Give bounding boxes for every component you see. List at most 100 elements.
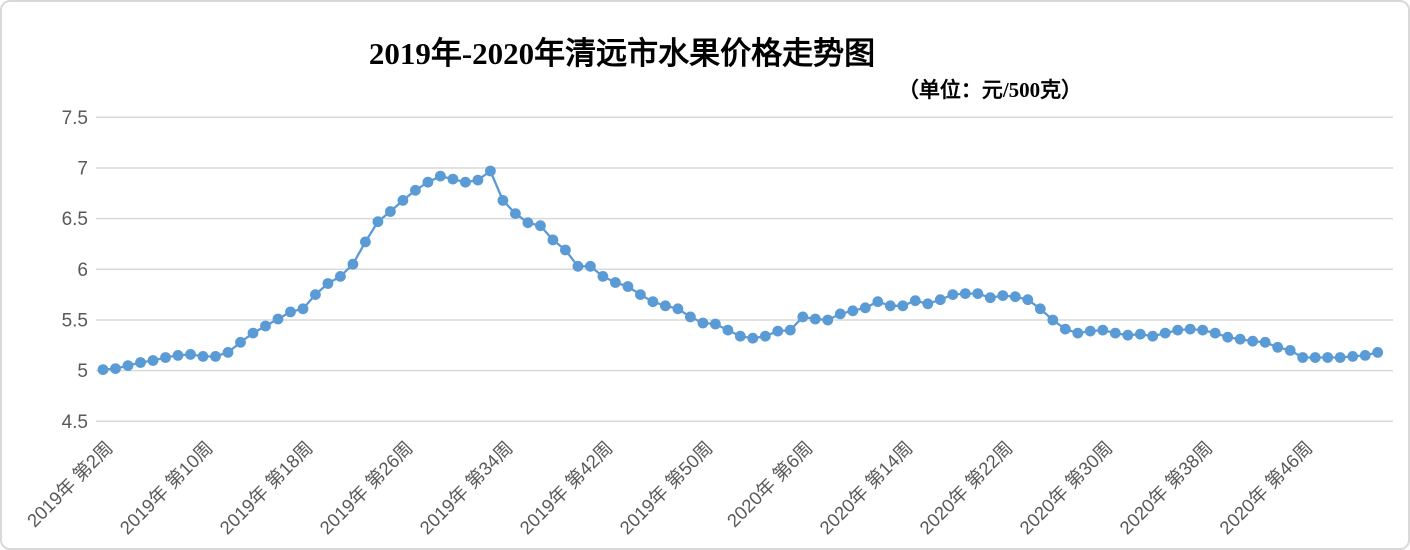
data-point-marker [97, 364, 109, 375]
data-point-marker [1209, 327, 1221, 339]
x-axis-tick-label: 2020年 第22周 [915, 437, 1016, 538]
x-axis-tick-label: 2019年 第2周 [23, 437, 117, 531]
y-axis-tick-label: 5 [77, 361, 88, 382]
x-axis-tick-label: 2019年 第50周 [615, 437, 716, 538]
data-point-marker [1072, 327, 1084, 339]
data-point-marker [260, 320, 271, 332]
data-point-marker [734, 330, 746, 342]
data-point-marker [1109, 327, 1121, 339]
data-point-marker [1022, 294, 1034, 306]
data-point-marker [859, 302, 871, 314]
data-point-marker [959, 288, 971, 299]
data-point-marker [272, 313, 284, 325]
x-axis-tick-label: 2019年 第10周 [115, 437, 216, 538]
data-point-marker [522, 217, 534, 229]
x-axis-tick-label: 2019年 第18周 [215, 437, 316, 538]
data-point-marker [747, 332, 759, 344]
data-point-marker [1159, 327, 1171, 339]
data-point-marker [834, 308, 846, 320]
data-point-marker [1284, 345, 1296, 356]
data-point-marker [710, 318, 721, 330]
data-point-marker [722, 324, 734, 336]
data-point-marker [435, 170, 446, 182]
data-point-marker [822, 314, 834, 326]
data-point-marker [135, 357, 146, 368]
data-point-marker [622, 281, 634, 292]
data-point-marker [347, 258, 359, 270]
data-point-marker [385, 206, 396, 217]
data-point-marker [672, 303, 684, 315]
data-point-marker [210, 351, 221, 362]
data-point-marker [285, 306, 296, 318]
data-point-marker [160, 352, 171, 363]
data-point-marker [397, 195, 409, 206]
data-point-marker [1047, 314, 1059, 326]
data-point-marker [1259, 336, 1271, 348]
data-point-marker [185, 349, 196, 360]
data-point-marker [485, 165, 496, 177]
data-point-marker [897, 300, 909, 312]
data-point-marker [997, 290, 1009, 301]
data-point-marker [1134, 328, 1146, 340]
data-point-marker [297, 303, 309, 315]
data-point-marker [110, 363, 121, 374]
data-point-marker [934, 294, 946, 306]
data-point-marker [1309, 352, 1321, 363]
data-point-marker [1084, 325, 1096, 337]
data-point-marker [660, 300, 671, 312]
data-point-marker [247, 327, 259, 339]
data-point-marker [235, 336, 246, 348]
data-point-marker [510, 208, 521, 220]
data-point-marker [1122, 329, 1134, 341]
data-point-marker [1059, 323, 1071, 335]
data-point-marker [585, 260, 596, 272]
data-point-marker [647, 296, 659, 308]
data-point-marker [497, 195, 509, 206]
data-point-marker [472, 174, 484, 186]
y-axis-tick-label: 7 [77, 158, 88, 179]
data-point-marker [322, 278, 334, 289]
data-point-marker [759, 330, 771, 342]
data-point-marker [872, 296, 884, 308]
data-point-marker [1372, 347, 1384, 358]
data-point-marker [1347, 351, 1359, 362]
data-point-marker [1272, 341, 1284, 353]
x-axis-tick-label: 2020年 第46周 [1215, 437, 1316, 538]
chart-subtitle: （单位：元/500克） [897, 78, 1083, 102]
data-point-marker [547, 234, 559, 246]
data-point-marker [797, 311, 809, 323]
x-axis-tick-label: 2019年 第34周 [415, 437, 516, 538]
data-point-marker [909, 295, 921, 307]
data-point-marker [1197, 324, 1209, 336]
chart-title: 2019年-2020年清远市水果价格走势图 [368, 36, 876, 71]
data-point-marker [1034, 303, 1046, 315]
data-point-marker [422, 176, 434, 188]
data-point-marker [1334, 352, 1346, 363]
data-point-marker [1247, 335, 1259, 347]
x-axis-tick-label: 2020年 第38周 [1115, 437, 1216, 538]
x-axis-tick-label: 2019年 第26周 [315, 437, 416, 538]
data-point-marker [1172, 324, 1184, 336]
y-axis-tick-label: 4.5 [62, 412, 88, 433]
y-axis-tick-label: 7.5 [62, 108, 88, 129]
data-point-marker [1097, 324, 1109, 336]
data-point-marker [1009, 291, 1021, 303]
data-point-marker [1359, 350, 1371, 361]
data-point-marker [610, 277, 621, 288]
data-point-marker [972, 288, 984, 299]
x-axis-tick-label: 2020年 第6周 [723, 437, 817, 531]
data-point-marker [1297, 352, 1309, 363]
data-point-marker [685, 311, 696, 323]
data-point-marker [847, 305, 859, 317]
data-point-marker [372, 216, 384, 228]
data-point-marker [809, 313, 821, 325]
data-point-marker [1184, 323, 1196, 335]
data-point-marker [447, 173, 459, 185]
data-point-marker [784, 324, 796, 336]
data-point-marker [460, 176, 471, 188]
data-point-marker [984, 292, 996, 304]
x-axis-tick-label: 2019年 第42周 [515, 437, 616, 538]
data-point-marker [922, 298, 934, 310]
